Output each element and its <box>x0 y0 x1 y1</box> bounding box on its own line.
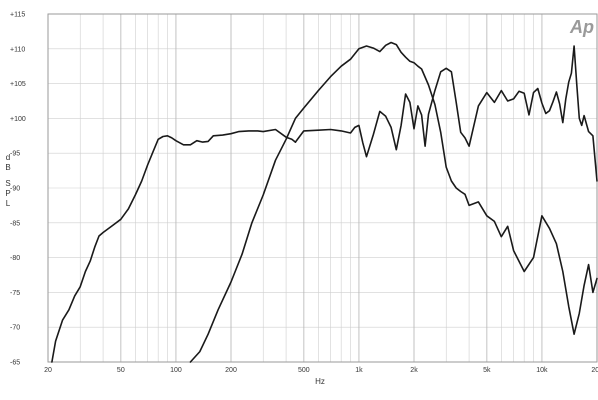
series-line-3 <box>294 45 598 182</box>
y-tick-label: -75 <box>10 290 20 297</box>
series-line-1 <box>51 128 297 363</box>
y-axis-title-char: L <box>6 199 11 208</box>
series-layer <box>51 41 598 363</box>
y-tick-label: -90 <box>10 186 20 193</box>
x-axis-title: Hz <box>315 377 325 386</box>
y-axis-title-char: S <box>5 179 10 188</box>
y-tick-label: +105 <box>10 81 26 88</box>
series-line-2 <box>189 41 598 363</box>
y-tick-label: -65 <box>10 360 20 367</box>
ap-logo: Ap <box>569 17 594 37</box>
plot-frame <box>47 13 598 363</box>
x-tick-label: 100 <box>170 367 182 374</box>
y-tick-label: +100 <box>10 116 26 123</box>
y-tick-labels: -65 -70 -75 -80 -85 -90 -95 +100 +105 +110 +115 <box>10 12 26 367</box>
y-axis-title-char: P <box>5 189 10 198</box>
x-tick-label: 50 <box>117 367 125 374</box>
x-tick-label: 20 <box>44 367 52 374</box>
y-tick-label: -70 <box>10 325 20 332</box>
x-tick-label: 1k <box>355 367 363 374</box>
y-tick-label: -80 <box>10 255 20 262</box>
x-tick-label: 500 <box>298 367 310 374</box>
y-tick-label: +115 <box>10 12 25 19</box>
x-tick-label: 5k <box>483 367 491 374</box>
y-axis-title-char: d <box>6 153 10 162</box>
x-tick-labels: 20 50 100 200 500 1k 2k 5k 10k 20k <box>44 367 598 374</box>
x-tick-label: 10k <box>536 367 548 374</box>
grid-major <box>47 13 598 363</box>
y-tick-label: +110 <box>10 46 25 53</box>
y-axis-title-char: B <box>5 163 10 172</box>
x-tick-label: 20k <box>591 367 598 374</box>
x-tick-label: 200 <box>225 367 237 374</box>
y-tick-label: -95 <box>10 151 20 158</box>
x-tick-label: 2k <box>410 367 418 374</box>
y-tick-label: -85 <box>10 220 20 227</box>
